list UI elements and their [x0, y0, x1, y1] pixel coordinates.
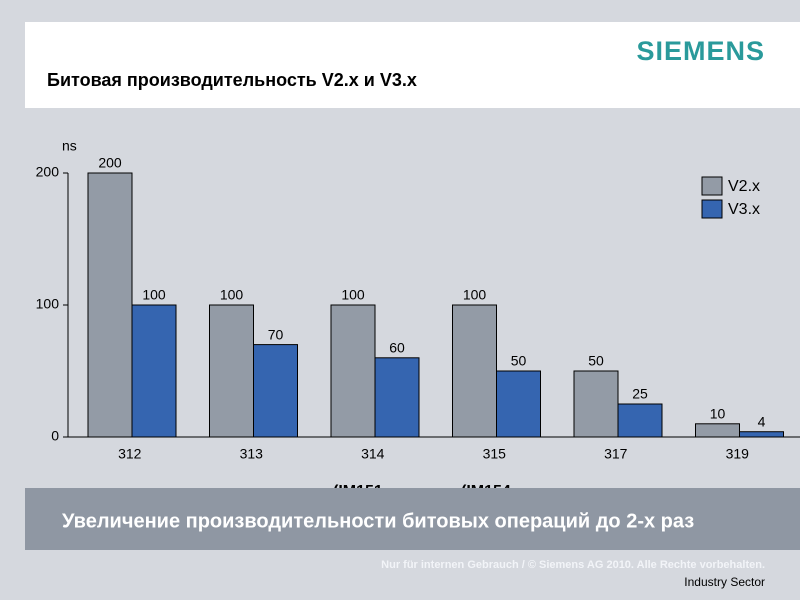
data-label: 4 [758, 413, 766, 429]
data-label: 50 [511, 353, 527, 369]
chart: 0 100 200 312 200 100 313 100 70 314 100 60 315 100 50… [36, 155, 800, 462]
data-label: 70 [268, 326, 284, 342]
bar [452, 304, 497, 438]
banner-box [25, 488, 800, 550]
bar [496, 370, 541, 438]
data-label: 10 [710, 406, 726, 422]
data-label: 100 [142, 287, 166, 303]
bar [617, 403, 663, 438]
bar [374, 357, 420, 438]
x-tick-label: 312 [118, 446, 142, 462]
x-tick-label: 319 [726, 446, 750, 462]
bar [209, 304, 254, 438]
bar [87, 172, 133, 438]
y-tick-label: 200 [36, 164, 60, 180]
data-label: 60 [389, 340, 405, 356]
header-box [25, 22, 800, 108]
banner-text: Увеличение производительности битовых оп… [62, 510, 694, 532]
x-tick-label: 315 [483, 446, 507, 462]
data-label: 200 [98, 155, 122, 171]
footer-sector: Industry Sector [684, 575, 765, 589]
data-label: 100 [463, 287, 487, 303]
data-label: 50 [588, 353, 604, 369]
y-axis-label: ns [62, 138, 77, 154]
y-tick-label: 0 [51, 428, 59, 444]
bar [253, 344, 298, 438]
x-tick-label: 317 [604, 446, 628, 462]
x-tick-label: 314 [361, 446, 385, 462]
data-label: 25 [632, 386, 648, 402]
x-tick-label: 313 [240, 446, 264, 462]
y-tick-label: 100 [36, 296, 60, 312]
legend-swatch [701, 176, 723, 196]
bar [131, 304, 177, 438]
bar [739, 431, 784, 438]
bar [573, 370, 619, 438]
logo: SIEMENS [636, 36, 765, 66]
bar [695, 423, 740, 438]
legend-swatch [701, 199, 723, 219]
legend-label: V3.x [728, 201, 760, 218]
footer-notice: Nur für internen Gebrauch / © Siemens AG… [381, 559, 765, 571]
slide-title: Битовая производительность V2.x и V3.x [47, 70, 417, 90]
bar [330, 304, 376, 438]
data-label: 100 [341, 287, 365, 303]
data-label: 100 [220, 287, 244, 303]
legend-label: V2.x [728, 178, 760, 195]
